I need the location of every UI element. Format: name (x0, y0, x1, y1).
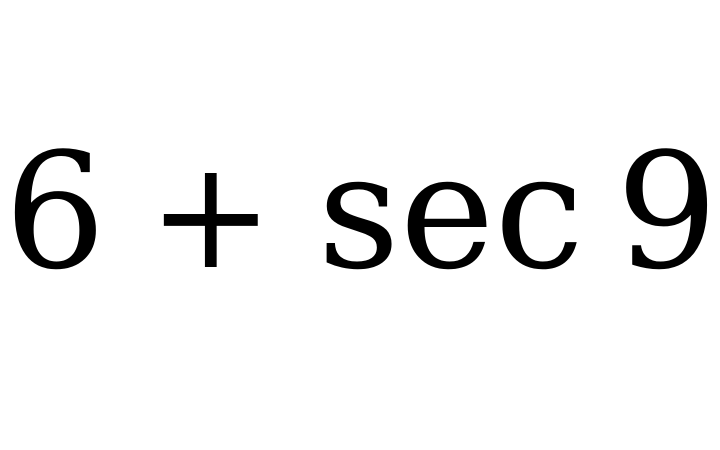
secant-function: sec (317, 118, 585, 305)
function-argument: 99 (616, 118, 720, 305)
left-term: 86 (0, 118, 106, 305)
math-expression: 86 + sec 99 (0, 112, 720, 312)
plus-operator: + (147, 129, 274, 303)
